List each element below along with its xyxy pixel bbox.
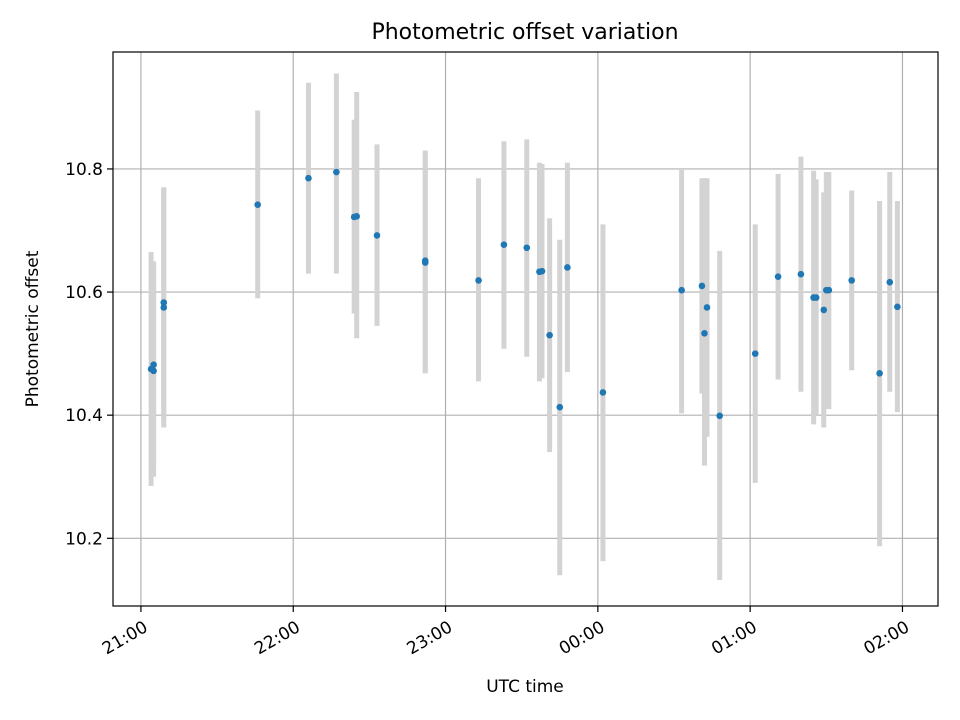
data-point bbox=[701, 330, 708, 337]
data-point bbox=[160, 304, 168, 311]
x-axis-label: UTC time bbox=[486, 677, 564, 697]
data-point bbox=[500, 241, 508, 248]
data-point bbox=[150, 361, 157, 369]
data-point bbox=[305, 174, 312, 182]
data-point bbox=[703, 304, 711, 311]
data-point-layer bbox=[147, 168, 901, 420]
data-point bbox=[751, 350, 759, 357]
data-point bbox=[716, 412, 723, 420]
data-point bbox=[564, 264, 571, 271]
chart-title: Photometric offset variation bbox=[371, 20, 678, 45]
data-point bbox=[333, 168, 340, 176]
data-point bbox=[812, 294, 820, 301]
data-point bbox=[523, 244, 531, 252]
y-tick-label: 10.8 bbox=[65, 160, 103, 180]
data-point bbox=[254, 201, 261, 208]
data-point bbox=[825, 286, 833, 294]
data-point bbox=[894, 303, 901, 311]
y-axis-label: Photometric offset bbox=[23, 250, 43, 407]
y-tick-label: 10.4 bbox=[65, 406, 103, 426]
data-point bbox=[698, 282, 706, 290]
y-tick-label: 10.2 bbox=[65, 529, 103, 549]
data-point bbox=[599, 389, 607, 396]
data-point bbox=[150, 367, 157, 375]
y-axis: 10.2 10.4 10.6 10.8 bbox=[65, 160, 113, 549]
data-point bbox=[546, 331, 553, 339]
data-point bbox=[538, 267, 546, 275]
data-point bbox=[848, 277, 855, 284]
y-tick-label: 10.6 bbox=[65, 283, 103, 303]
data-point bbox=[160, 299, 168, 306]
data-point bbox=[820, 306, 828, 314]
data-point bbox=[373, 232, 381, 239]
data-point bbox=[886, 278, 894, 286]
data-point bbox=[876, 370, 883, 377]
data-point bbox=[421, 257, 429, 264]
data-point bbox=[774, 273, 782, 280]
data-point bbox=[353, 213, 360, 220]
data-point bbox=[556, 403, 564, 411]
data-point bbox=[797, 270, 805, 278]
data-point bbox=[678, 286, 685, 294]
data-point bbox=[475, 277, 482, 284]
plot-frame bbox=[112, 51, 939, 607]
